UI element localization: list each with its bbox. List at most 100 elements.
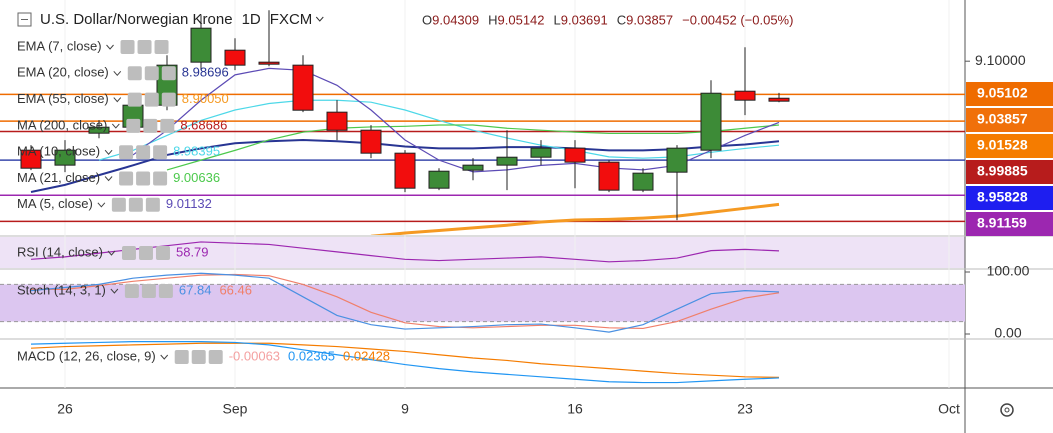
legend-icon — [136, 145, 151, 160]
x-tick-label: Sep — [223, 401, 248, 417]
ohlc-label: L — [554, 12, 561, 27]
dropdown-chevron — [315, 16, 324, 22]
price-badge-label: 8.99885 — [977, 163, 1028, 179]
legend-chevron — [104, 176, 113, 182]
candle-body — [496, 156, 518, 166]
legend-icon — [153, 171, 168, 186]
legend-value: 8.98395 — [173, 144, 220, 159]
legend-value: 67.84 — [179, 282, 212, 297]
x-tick-label: 23 — [737, 401, 753, 417]
change: −0.00452 (−0.05%) — [682, 12, 793, 27]
legend-chevron — [113, 70, 122, 77]
candle-body — [666, 147, 688, 173]
legend-icon — [124, 284, 139, 298]
legend-value: 8.68686 — [180, 117, 227, 132]
legend-icon — [138, 246, 153, 260]
legend-icon — [119, 145, 134, 160]
candle-body — [564, 147, 586, 163]
moving-average — [166, 124, 780, 171]
x-tick-label: 16 — [567, 401, 583, 417]
ohlc-value: 9.04309 — [432, 12, 479, 27]
legend-icon — [127, 92, 142, 107]
ohlc-value: 9.03691 — [561, 12, 608, 27]
legend-icon — [153, 145, 168, 160]
candle-body — [734, 90, 756, 101]
candle-body — [700, 92, 722, 151]
legend-name: EMA (20, close) — [17, 65, 109, 80]
legend-icon — [158, 284, 173, 298]
legend-icon — [137, 40, 152, 54]
candle-body — [190, 27, 212, 63]
candle-body — [88, 126, 110, 134]
legend-name: MA (5, close) — [17, 196, 93, 211]
interval: 1D — [242, 11, 261, 28]
legend-icon — [111, 197, 126, 212]
candle-body — [258, 61, 280, 65]
legend-icon — [136, 171, 151, 186]
legend-chevron — [160, 354, 169, 360]
ohlc-value: 9.03857 — [626, 12, 673, 27]
stoch-k — [30, 272, 780, 333]
price-badge-label: 9.01528 — [977, 137, 1028, 153]
legend-icon — [127, 66, 142, 81]
legend-icon — [174, 350, 189, 364]
legend-name: RSI (14, close) — [17, 244, 103, 259]
legend-name: MA (10, close) — [17, 144, 100, 159]
candle-body — [462, 164, 484, 171]
legend-value: 0.02428 — [343, 348, 390, 363]
price-badge — [966, 108, 1053, 132]
legend-icon — [154, 40, 169, 54]
price-badge — [966, 186, 1053, 210]
legend-icon — [160, 118, 175, 133]
legend-value: 0.02365 — [288, 348, 335, 363]
legend-value: -0.00063 — [229, 348, 280, 363]
candle-body — [360, 129, 382, 154]
x-tick-label: 9 — [401, 401, 409, 417]
legend-value: 8.98696 — [182, 65, 229, 80]
legend-icon — [161, 92, 176, 107]
legend-chevron — [111, 123, 120, 129]
price-badge-label: 8.95828 — [977, 189, 1028, 205]
candle-body — [326, 111, 348, 131]
gear — [1000, 403, 1014, 417]
macd-line — [30, 341, 780, 384]
legend-chevron — [106, 44, 114, 50]
legend-chevron — [113, 97, 122, 103]
price-badge — [966, 82, 1053, 106]
legend-name: MA (200, close) — [17, 117, 107, 132]
legend-value: 66.46 — [219, 282, 252, 297]
x-tick-label: Oct — [938, 401, 960, 417]
price-badge — [966, 134, 1053, 158]
legend-value: 8.90050 — [182, 91, 229, 106]
legend-value: 9.01132 — [166, 196, 212, 211]
legend-chevron — [110, 288, 119, 294]
price-badge-label: 9.05102 — [977, 85, 1028, 101]
legend-icon — [208, 350, 223, 364]
legend-icon — [120, 40, 135, 54]
settings-icon[interactable] — [1000, 403, 1014, 417]
candle-body — [292, 64, 314, 111]
legend-icon — [119, 171, 134, 186]
candle-body — [768, 97, 790, 102]
candle-body — [394, 152, 416, 189]
price-badge-label: 8.91159 — [977, 215, 1027, 231]
legend-chevron — [104, 149, 113, 155]
moving-average — [98, 99, 780, 161]
legend-icon — [121, 246, 136, 260]
x-tick-label: 26 — [57, 401, 73, 417]
stoch-d — [31, 273, 780, 330]
price-badge-label: 9.03857 — [977, 111, 1028, 127]
ohlc-label: C — [617, 12, 626, 27]
candle-body — [530, 147, 552, 158]
legend-icon — [144, 92, 159, 107]
legend-name: Stoch (14, 3, 1) — [17, 282, 106, 297]
candle-body — [224, 49, 246, 66]
moving-average — [370, 202, 780, 235]
candle-body — [20, 149, 42, 169]
legend-icon — [144, 66, 159, 81]
collapse-button[interactable] — [17, 12, 32, 27]
legend-value: 58.79 — [176, 244, 209, 259]
source: FXCM — [270, 11, 313, 28]
candle-body — [428, 170, 450, 189]
